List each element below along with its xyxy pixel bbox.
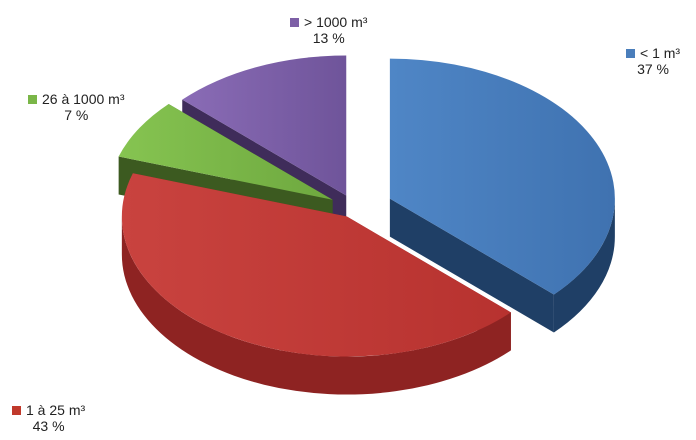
pie-slice-1-side	[121, 216, 511, 395]
pie-slice-0-top	[389, 58, 615, 295]
swatch-slice-2	[28, 94, 37, 104]
swatch-slice-1	[12, 405, 21, 415]
swatch-slice-0	[626, 48, 635, 58]
pie-slice-3-top	[182, 55, 347, 196]
label-slice-1-name: 1 à 25 m³	[26, 402, 86, 418]
pie-slice-2-top	[118, 103, 333, 200]
label-slice-1-pct: 43 %	[32, 418, 65, 434]
pie-slice-0	[389, 58, 615, 333]
label-slice-3-name: > 1000 m³	[304, 14, 368, 30]
pie-slice-1	[121, 173, 511, 395]
label-slice-2: 26 à 1000 m³ 7 %	[28, 91, 125, 123]
label-slice-3-pct: 13 %	[312, 30, 345, 46]
label-slice-0: < 1 m³ 37 %	[626, 45, 680, 77]
label-slice-2-pct: 7 %	[64, 107, 89, 123]
swatch-slice-3	[290, 17, 299, 27]
label-slice-0-pct: 37 %	[637, 61, 669, 77]
pie-slice-0-wall-1	[389, 198, 554, 333]
label-slice-3: > 1000 m³ 13 %	[290, 14, 367, 46]
pie-slice-1-top	[121, 173, 511, 357]
label-slice-2-name: 26 à 1000 m³	[42, 91, 125, 107]
label-slice-0-name: < 1 m³	[640, 45, 681, 61]
pie-slice-0-side	[553, 198, 615, 333]
label-slice-1: 1 à 25 m³ 43 %	[12, 402, 85, 434]
